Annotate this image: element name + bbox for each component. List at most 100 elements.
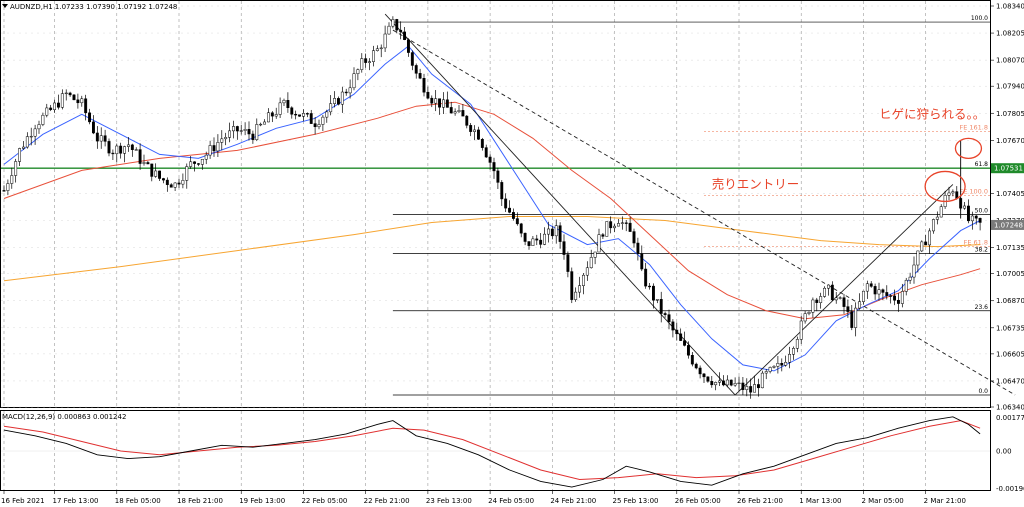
candle-body bbox=[107, 141, 111, 154]
candle-body bbox=[550, 228, 554, 237]
candle-body bbox=[60, 93, 64, 108]
candle-body bbox=[854, 307, 858, 328]
candle-body bbox=[842, 297, 846, 307]
candle-body bbox=[68, 92, 72, 96]
candle-body bbox=[438, 98, 442, 108]
candle-body bbox=[772, 366, 776, 368]
price-tick-label: 1.07670 bbox=[996, 137, 1024, 145]
candle-body bbox=[45, 107, 49, 116]
time-tick-label: 17 Feb 13:00 bbox=[53, 497, 99, 505]
price-tick-label: 1.06735 bbox=[996, 324, 1024, 332]
candle-body bbox=[251, 133, 255, 140]
candle-body bbox=[313, 123, 317, 128]
candle-body bbox=[896, 299, 900, 304]
candle-body bbox=[476, 129, 480, 140]
candle-body bbox=[465, 115, 469, 126]
candle-body bbox=[430, 97, 434, 104]
candle-body bbox=[340, 91, 344, 105]
symbol-dropdown-icon[interactable] bbox=[2, 4, 8, 8]
candle-body bbox=[111, 152, 115, 155]
price-tick-label: 1.07940 bbox=[996, 83, 1024, 91]
candle-body bbox=[947, 192, 951, 196]
price-tick-label: 1.06870 bbox=[996, 297, 1024, 305]
fib-level-label: 61.8 bbox=[975, 161, 989, 168]
candle-body bbox=[224, 137, 228, 140]
candle-body bbox=[675, 329, 679, 335]
candle-body bbox=[710, 381, 714, 386]
candle-body bbox=[655, 299, 659, 301]
candle-body bbox=[270, 112, 274, 117]
candle-body bbox=[889, 295, 893, 297]
candle-body bbox=[410, 52, 414, 66]
fib-level-label: 50.0 bbox=[975, 208, 989, 215]
candle-body bbox=[301, 113, 305, 117]
price-tick-label: 1.06340 bbox=[996, 404, 1024, 412]
candle-body bbox=[189, 161, 193, 167]
candle-body bbox=[593, 251, 597, 258]
macd-tick-label: 0.00 bbox=[996, 448, 1012, 456]
candle-body bbox=[764, 371, 768, 374]
candle-body bbox=[305, 113, 309, 115]
candle-body bbox=[815, 299, 819, 303]
candle-body bbox=[760, 372, 764, 389]
candle-body bbox=[951, 191, 955, 194]
candle-body bbox=[399, 29, 403, 33]
candle-body bbox=[95, 132, 99, 142]
candle-body bbox=[480, 139, 484, 148]
candle-body bbox=[683, 340, 687, 346]
candle-body bbox=[488, 156, 492, 163]
candle-body bbox=[344, 91, 348, 94]
candle-body bbox=[356, 69, 360, 74]
price-axis: 1.08340 1.08205 1.08070 1.07940 1.07805 1.076… bbox=[990, 3, 1024, 493]
candle-body bbox=[605, 221, 609, 237]
candle-body bbox=[924, 241, 928, 246]
macd-indicator bbox=[1, 416, 990, 488]
time-tick-label: 26 Feb 05:00 bbox=[675, 497, 721, 505]
candle-body bbox=[881, 289, 885, 293]
candle-body bbox=[294, 113, 298, 116]
candle-body bbox=[158, 170, 162, 179]
time-tick-label: 24 Feb 05:00 bbox=[488, 497, 534, 505]
candle-body bbox=[146, 162, 150, 165]
candle-body bbox=[566, 254, 570, 272]
candle-body bbox=[364, 58, 368, 63]
candle-body bbox=[115, 145, 119, 155]
price-tag-label: 1.07531 bbox=[994, 165, 1023, 173]
candle-body bbox=[185, 166, 189, 181]
candle-body bbox=[721, 380, 725, 386]
candle-body bbox=[196, 163, 200, 165]
fib-level-label: 0.0 bbox=[978, 388, 988, 395]
grid bbox=[1, 1, 990, 490]
candle-body bbox=[558, 225, 562, 242]
candle-body bbox=[955, 191, 959, 199]
fib-level-label: 38.2 bbox=[975, 247, 989, 254]
candle-body bbox=[336, 98, 340, 105]
candle-body bbox=[469, 125, 473, 132]
time-tick-label: 22 Feb 05:00 bbox=[301, 497, 347, 505]
candle-body bbox=[508, 207, 512, 213]
candle-body bbox=[21, 146, 25, 149]
candle-body bbox=[441, 99, 445, 108]
candle-body bbox=[912, 264, 916, 278]
candle-body bbox=[690, 354, 694, 365]
candle-body bbox=[788, 354, 792, 363]
candle-body bbox=[729, 379, 733, 386]
candle-body bbox=[173, 182, 177, 188]
price-tag-box bbox=[991, 219, 1024, 230]
candle-body bbox=[449, 107, 453, 114]
candle-body bbox=[974, 215, 978, 219]
price-tick-label: 1.06605 bbox=[996, 350, 1024, 358]
annotation-text: 売りエントリー bbox=[712, 176, 800, 191]
candle-body bbox=[546, 228, 550, 235]
candle-body bbox=[379, 47, 383, 50]
candle-body bbox=[37, 124, 41, 130]
candle-body bbox=[72, 94, 76, 101]
candle-body bbox=[84, 98, 88, 114]
fib-level-label: 100.0 bbox=[971, 15, 988, 22]
candle-body bbox=[826, 284, 830, 289]
candle-body bbox=[49, 107, 53, 110]
candle-body bbox=[290, 107, 294, 115]
candle-body bbox=[616, 223, 620, 227]
fe-level-label: FE 61.8 bbox=[964, 239, 988, 247]
